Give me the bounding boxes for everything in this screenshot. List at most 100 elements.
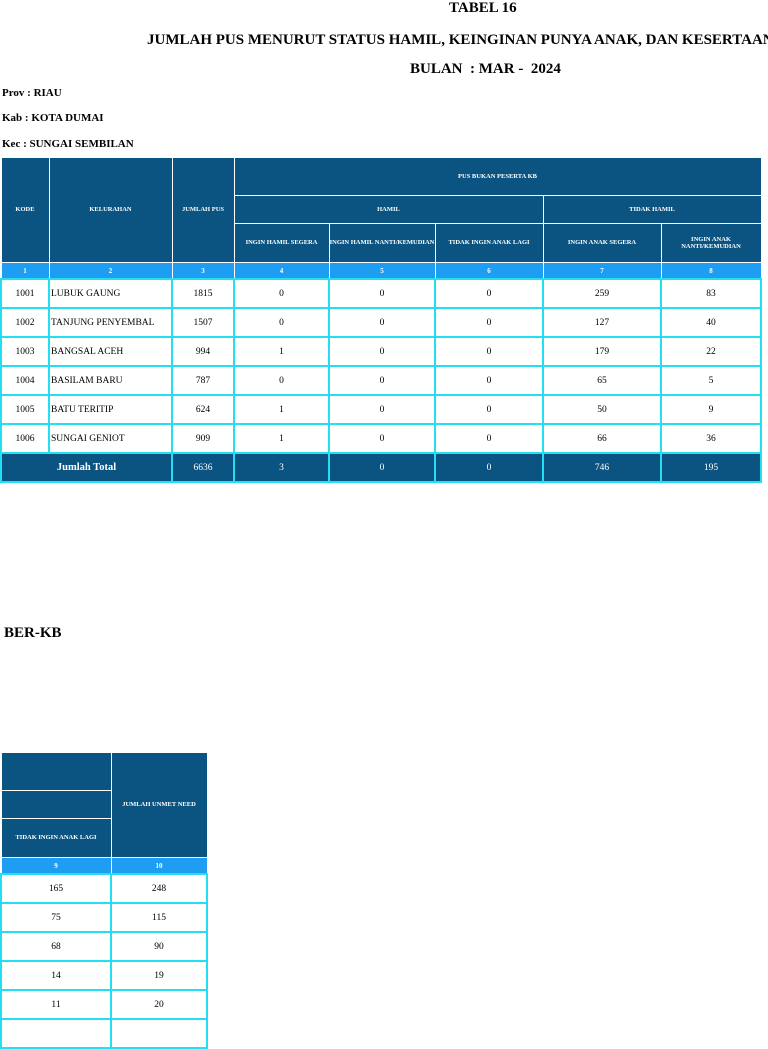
cell-jumlah-pus: 624 [171,394,235,425]
cell-ingin-hamil-segera: 0 [233,307,330,338]
cell-tidak-ingin-anak-lagi: 0 [434,307,544,338]
col-number: 7 [542,262,662,280]
col-number: 1 [0,262,50,280]
total-label: Jumlah Total [0,452,173,483]
header-pus-bukan-peserta-kb: PUS BUKAN PESERTA KB [233,157,762,196]
total-tidak-ingin-anak-lagi: 0 [434,452,544,483]
cell-tidak-ingin-anak-lagi: 75 [0,902,112,933]
cell-tidak-ingin-anak-lagi: 165 [0,873,112,904]
period-label: BULAN : MAR - 2024 [410,61,561,77]
col-number: 4 [233,262,330,280]
header-jumlah-unmet-need: JUMLAH UNMET NEED [110,752,208,858]
cell-ingin-hamil-nanti: 0 [328,423,436,454]
cell-ingin-anak-segera: 179 [542,336,662,367]
cell-tidak-ingin-anak-lagi: 0 [434,423,544,454]
district-line: Kec : SUNGAI SEMBILAN [2,138,134,150]
cell-ingin-hamil-segera: 1 [233,423,330,454]
cell-tidak-ingin-anak-lagi: 14 [0,960,112,991]
cell-jumlah-pus: 994 [171,336,235,367]
col-number: 2 [48,262,173,280]
cell-kode: 1001 [0,278,50,309]
table-row: 1002 TANJUNG PENYEMBAL 1507 0 0 0 127 40 [0,307,763,338]
cell-ingin-hamil-segera: 1 [233,394,330,425]
total-ingin-hamil-segera: 3 [233,452,330,483]
header-tidak-ingin-anak-lagi: TIDAK INGIN ANAK LAGI [0,818,112,858]
province-label: Prov : [2,87,31,99]
cell-tidak-ingin-anak-lagi: 68 [0,931,112,962]
table-row: 1004 BASILAM BARU 787 0 0 0 65 5 [0,365,763,396]
cell-kelurahan: TANJUNG PENYEMBAL [48,307,173,338]
cell-kode: 1005 [0,394,50,425]
cell-ingin-hamil-nanti: 0 [328,394,436,425]
header-ingin-anak-segera: INGIN ANAK SEGERA [542,223,662,263]
cell-jumlah-unmet-need: 115 [110,902,208,933]
regency-value: KOTA DUMAI [31,112,104,124]
table-row: 68 90 [0,931,208,962]
cell-ingin-anak-nanti: 22 [659,336,763,367]
cell-kelurahan: LUBUK GAUNG [48,278,173,309]
header-blank [0,790,112,819]
table-row: 14 19 [0,960,208,991]
section-heading: BER-KB [4,625,62,641]
cell-jumlah-unmet-need: 248 [110,873,208,904]
table-row: 1006 SUNGAI GENIOT 909 1 0 0 66 36 [0,423,763,454]
cell-ingin-anak-segera: 66 [542,423,662,454]
cell-kelurahan: SUNGAI GENIOT [48,423,173,454]
cell-ingin-hamil-segera: 0 [233,278,330,309]
cell-ingin-anak-nanti: 5 [659,365,763,396]
total-ingin-anak-segera: 746 [542,452,662,483]
cell-jumlah-pus: 1507 [171,307,235,338]
total-ingin-hamil-nanti: 0 [328,452,436,483]
cell-ingin-hamil-nanti: 0 [328,307,436,338]
cell-jumlah-unmet-need [110,1018,208,1049]
cell-jumlah-unmet-need: 19 [110,960,208,991]
cell-ingin-hamil-nanti: 0 [328,365,436,396]
cell-jumlah-unmet-need: 90 [110,931,208,962]
cell-tidak-ingin-anak-lagi [0,1018,112,1049]
cell-kelurahan: BATU TERITIP [48,394,173,425]
cell-ingin-anak-nanti: 40 [659,307,763,338]
cell-kelurahan: BASILAM BARU [48,365,173,396]
page-title: JUMLAH PUS MENURUT STATUS HAMIL, KEINGIN… [147,32,768,48]
header-ingin-hamil-segera: INGIN HAMIL SEGERA [233,223,330,263]
table-row [0,1018,208,1049]
table-row: 1003 BANGSAL ACEH 994 1 0 0 179 22 [0,336,763,367]
col-number: 8 [660,262,762,280]
table-row: 1001 LUBUK GAUNG 1815 0 0 0 259 83 [0,278,763,309]
total-jumlah-pus: 6636 [171,452,235,483]
province-value: RIAU [33,87,62,99]
col-number: 10 [110,857,208,875]
cell-kode: 1003 [0,336,50,367]
cell-tidak-ingin-anak-lagi: 0 [434,278,544,309]
cell-ingin-hamil-nanti: 0 [328,278,436,309]
cell-jumlah-pus: 787 [171,365,235,396]
cell-ingin-anak-nanti: 9 [659,394,763,425]
header-ingin-anak-nanti: INGIN ANAK NANTI/KEMUDIAN [660,223,762,263]
cell-jumlah-pus: 909 [171,423,235,454]
cell-ingin-hamil-segera: 0 [233,365,330,396]
cell-kode: 1004 [0,365,50,396]
regency-label: Kab : [2,112,29,124]
cell-ingin-anak-nanti: 36 [659,423,763,454]
cell-ingin-anak-segera: 127 [542,307,662,338]
header-hamil: HAMIL [233,195,544,224]
cell-jumlah-unmet-need: 20 [110,989,208,1020]
cell-ingin-hamil-nanti: 0 [328,336,436,367]
cell-ingin-anak-segera: 65 [542,365,662,396]
header-kode: KODE [0,157,50,263]
cell-kode: 1002 [0,307,50,338]
header-blank [0,752,112,791]
cell-ingin-hamil-segera: 1 [233,336,330,367]
cell-jumlah-pus: 1815 [171,278,235,309]
table-row: 75 115 [0,902,208,933]
header-kelurahan: KELURAHAN [48,157,173,263]
col-number: 6 [434,262,544,280]
table-number: TABEL 16 [449,0,517,16]
regency-line: Kab : KOTA DUMAI [2,112,104,124]
cell-tidak-ingin-anak-lagi: 0 [434,365,544,396]
total-ingin-anak-nanti: 195 [659,452,763,483]
col-number: 9 [0,857,112,875]
district-label: Kec : [2,138,27,150]
cell-kelurahan: BANGSAL ACEH [48,336,173,367]
cell-tidak-ingin-anak-lagi: 0 [434,394,544,425]
